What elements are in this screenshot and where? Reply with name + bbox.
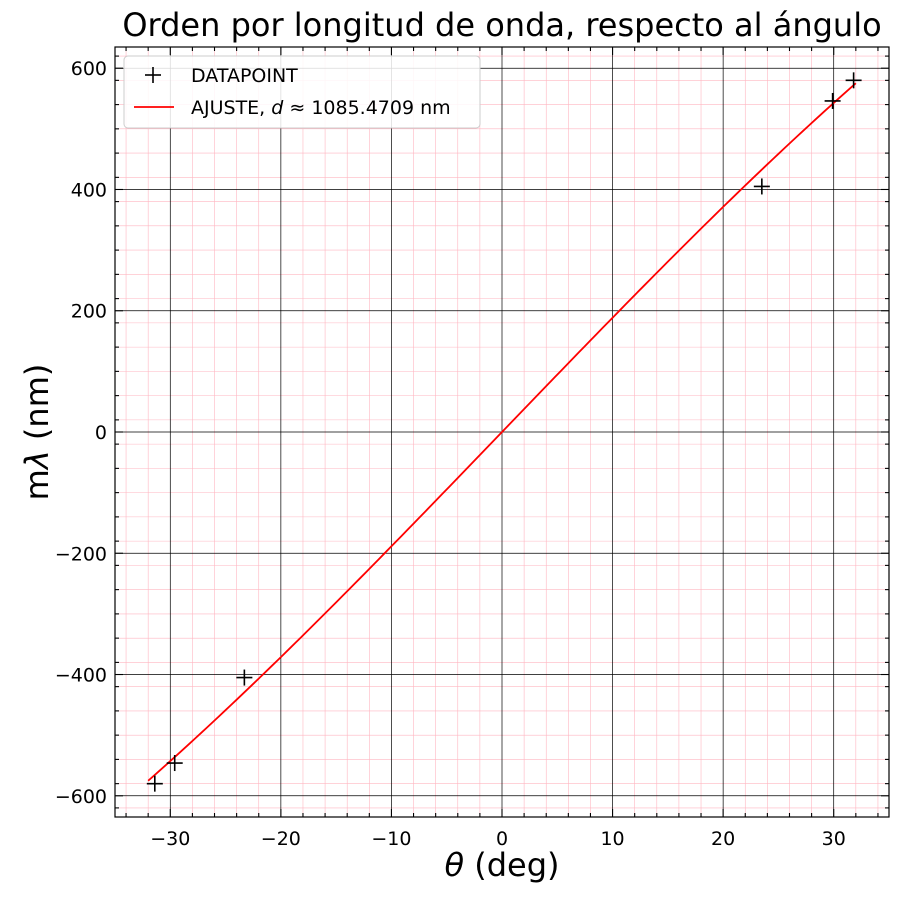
y-tick-label: 400 [71,179,107,201]
x-axis-symbol: θ [444,846,464,884]
legend-fit-suffix: ≈ 1085.4709 nm [283,97,450,119]
data-point [824,92,841,109]
y-axis-unit: (nm) [18,364,56,451]
chart-title: Orden por longitud de onda, respecto al … [122,6,881,44]
x-tick-label: 30 [822,828,846,850]
legend-fit-var: d [271,97,284,119]
legend-label-fit: AJUSTE, d ≈ 1085.4709 nm [191,97,451,119]
y-axis-symbol: λ [18,450,56,471]
tick-labels: −30 −20 −10 0 10 20 30 −600 −400 −200 0 200 400 600 [55,58,846,850]
legend-plus-marker [145,67,161,83]
tick-marks [115,47,889,817]
y-tick-label: −600 [55,786,107,808]
data-point [753,178,770,195]
y-tick-label: 200 [71,301,107,323]
legend-box [123,55,481,129]
y-tick-label: −200 [55,543,107,565]
x-tick-label: −10 [371,828,411,850]
y-tick-label: 600 [71,58,107,80]
x-axis-unit: (deg) [464,846,559,884]
x-tick-label: 20 [711,828,735,850]
fit-line [147,82,857,782]
y-tick-label: −400 [55,665,107,687]
legend: DATAPOINT AJUSTE, d ≈ 1085.4709 nm [123,55,481,129]
legend-label-datapoint: DATAPOINT [191,65,298,87]
x-tick-label: 10 [600,828,624,850]
data-point [236,669,253,686]
fit-layer [147,82,857,782]
legend-fit-prefix: AJUSTE, [191,97,271,119]
y-axis-title: mλ (nm) [18,364,56,501]
x-tick-label: −20 [261,828,301,850]
y-tick-label: 0 [95,422,107,444]
x-axis-title: θ (deg) [444,846,559,884]
data-point [146,775,163,792]
data-point [166,755,183,772]
points-layer [146,72,862,792]
y-axis-prefix: m [18,469,56,500]
x-tick-label: 0 [496,828,508,850]
x-tick-label: −30 [150,828,190,850]
data-point [845,72,862,89]
